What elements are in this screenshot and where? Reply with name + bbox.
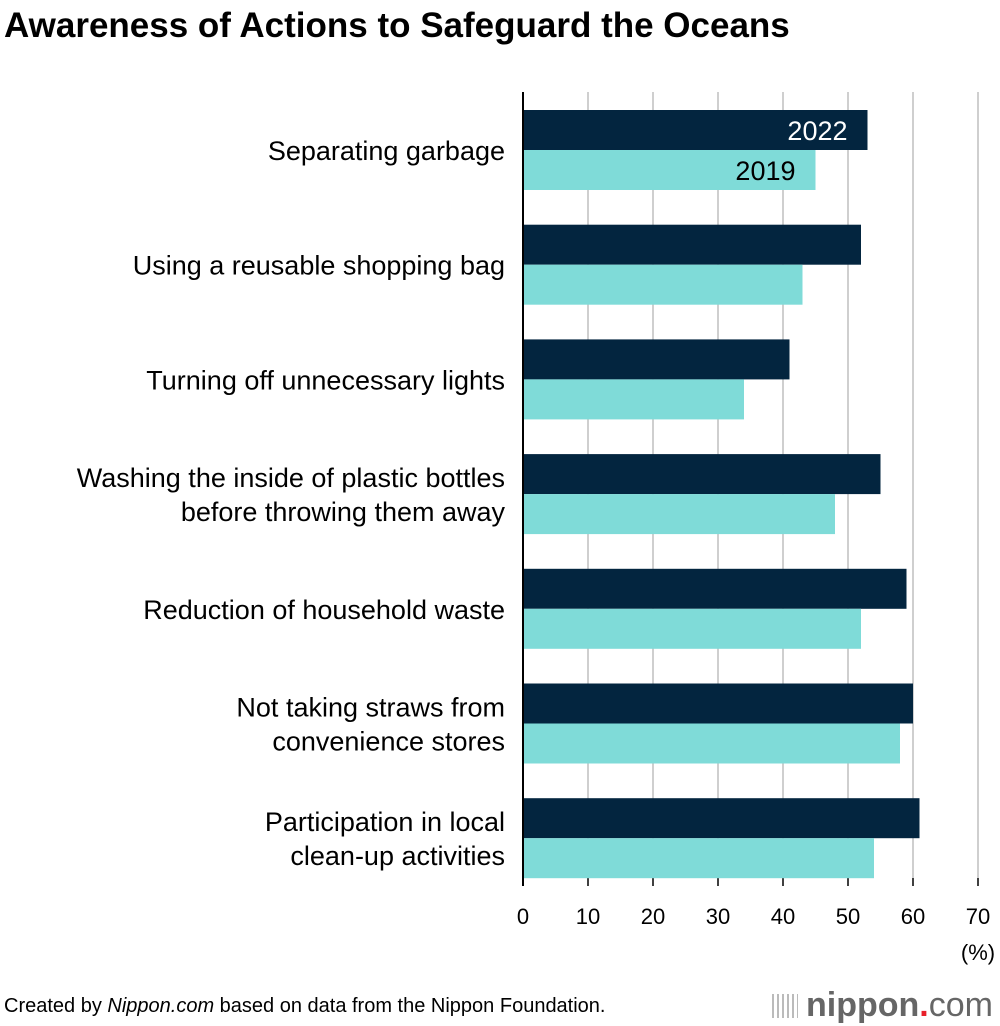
bar-2019 (523, 494, 835, 535)
category-label: Not taking straws from (236, 693, 505, 723)
x-tick-label: 30 (706, 904, 730, 929)
x-tick-label: 60 (901, 904, 925, 929)
x-tick-label: 0 (517, 904, 529, 929)
bar-2019 (523, 264, 803, 305)
category-label: Participation in local (265, 807, 505, 837)
logo-dot: . (919, 986, 929, 1024)
category-label: Using a reusable shopping bag (133, 251, 505, 281)
category-label: Washing the inside of plastic bottles (77, 463, 505, 493)
x-tick-label: 70 (966, 904, 990, 929)
category-label: Turning off unnecessary lights (146, 365, 505, 395)
bar-2019 (523, 838, 874, 879)
credit-prefix: Created by (4, 995, 108, 1017)
chart-title: Awareness of Actions to Safeguard the Oc… (4, 6, 790, 45)
x-tick-label: 40 (771, 904, 795, 929)
bar-2019 (523, 723, 900, 764)
bar-2022 (523, 798, 920, 839)
category-label: Reduction of household waste (143, 595, 505, 625)
credit-suffix: based on data from the Nippon Foundation… (214, 995, 606, 1017)
bar-2022 (523, 568, 907, 609)
credit-source: Nippon.com (107, 995, 215, 1017)
bar-2022 (523, 224, 861, 265)
legend-label-2019: 2019 (735, 156, 795, 186)
bar-2022 (523, 454, 881, 495)
x-tick-label: 50 (836, 904, 860, 929)
logo-name: nippon (806, 986, 920, 1024)
nippon-logo: nippon.com (772, 986, 993, 1025)
category-label: Separating garbage (268, 136, 505, 166)
category-label: clean-up activities (290, 841, 505, 871)
bar-2019 (523, 608, 861, 649)
x-axis-label: (%) (961, 940, 995, 965)
source-credit: Created by Nippon.com based on data from… (4, 995, 606, 1018)
bar-2019 (523, 150, 816, 190)
x-tick-label: 20 (641, 904, 665, 929)
bar-2019 (523, 379, 744, 420)
bar-2022 (523, 339, 790, 380)
bar-2022 (523, 110, 868, 150)
category-label: before throwing them away (181, 497, 506, 527)
bar-2022 (523, 683, 913, 724)
legend-label-2022: 2022 (787, 116, 847, 146)
logo-tld: com (928, 986, 993, 1024)
category-label: convenience stores (272, 727, 505, 757)
logo-bars-icon (772, 994, 798, 1018)
x-tick-label: 10 (576, 904, 600, 929)
